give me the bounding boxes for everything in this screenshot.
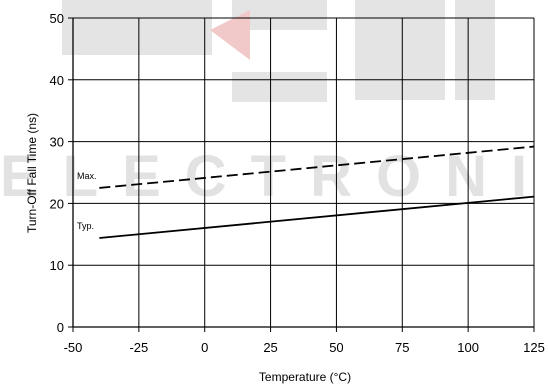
tick-labels: -50 -25 0 25 50 75 100 125 0 10 20 30 40 50 [50,11,545,355]
x-tick-label: 50 [329,340,343,355]
series-labels: Max. Typ. [77,171,97,231]
y-tick-label: 10 [50,258,64,273]
x-tick-label: -25 [129,340,148,355]
y-tick-label: 50 [50,11,64,26]
series-label-max: Max. [77,171,97,181]
x-axis-title: Temperature (°C) [259,370,351,384]
series-line-typ [99,195,535,239]
y-tick-label: 40 [50,73,64,88]
x-tick-label: -50 [64,340,83,355]
series-label-typ: Typ. [77,221,94,231]
watermark-text: ELECTRONIC [0,144,548,209]
y-tick-label: 20 [50,196,64,211]
x-tick-label: 25 [263,340,277,355]
axis-ticks [68,17,535,332]
grid-lines [73,18,534,327]
series-lines [99,145,535,239]
y-tick-label: 0 [57,320,64,335]
x-tick-label: 75 [395,340,409,355]
y-axis-title: Turn-Off Fall Time (ns) [25,113,39,233]
y-tick-label: 30 [50,135,64,150]
plot-frame [72,17,535,328]
x-tick-label: 0 [201,340,208,355]
series-line-max [99,145,535,189]
watermark-logo: ELECTRONIC [0,0,548,209]
x-tick-label: 125 [523,340,545,355]
x-tick-label: 100 [457,340,479,355]
